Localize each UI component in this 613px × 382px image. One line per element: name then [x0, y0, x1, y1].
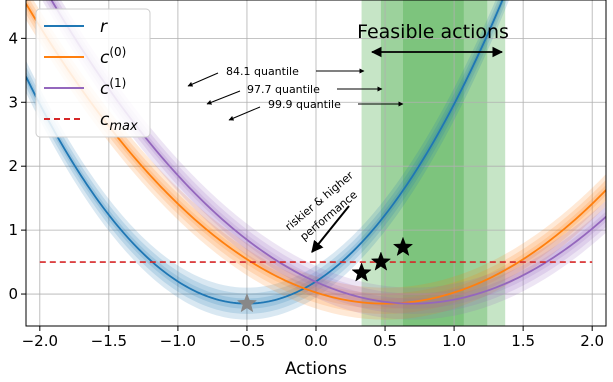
quantile-pointer-999 — [228, 106, 261, 121]
star-marker-0 — [236, 292, 258, 313]
star-marker-3 — [392, 236, 414, 257]
quantile-annotations: 84.1 quantile 97.7 quantile 99.9 quantil… — [187, 65, 404, 121]
axis-ticks: −2.0 −1.5 −1.0 −0.5 0.0 0.5 1.0 1.5 2.0 0 1 2 3 4 — [8, 29, 604, 350]
y-tick-label-4: 4 — [8, 29, 18, 47]
x-tick-label-8: 2.0 — [580, 332, 604, 350]
risk-arrow — [311, 205, 350, 253]
x-tick-label-6: 1.0 — [442, 332, 466, 350]
quantile-label-84: 84.1 quantile — [226, 65, 299, 78]
x-tick-label-1: −1.5 — [91, 332, 127, 350]
band-c(1)-1 — [45, 0, 606, 314]
legend-box — [35, 8, 151, 138]
star-marker-2 — [370, 251, 392, 271]
quantile-pointer-977 — [206, 90, 241, 105]
band-c(0)-1 — [26, 0, 606, 314]
y-tick-label-3: 3 — [8, 93, 18, 111]
legend-label-0: r — [100, 17, 108, 37]
x-tick-label-2: −1.0 — [160, 332, 196, 350]
quantile-label-977: 97.7 quantile — [247, 83, 320, 96]
quantile-pointer-84 — [187, 72, 219, 87]
x-tick-label-5: 0.5 — [373, 332, 397, 350]
x-axis-title: Actions — [285, 359, 347, 379]
series-line-1 — [26, 3, 606, 305]
legend-label-1: c(0) — [100, 45, 126, 68]
risk-annotation: riskier & higher performance — [283, 168, 360, 253]
feasible-title: Feasible actions — [357, 21, 509, 43]
star-marker-1 — [351, 262, 372, 282]
legend: r c(0) c(1) cmax — [35, 8, 151, 138]
x-tick-label-7: 1.5 — [511, 332, 535, 350]
x-tick-label-4: 0.0 — [304, 332, 328, 350]
feasible-annotation: Feasible actions — [357, 21, 509, 58]
optimal-action-stars — [236, 236, 414, 313]
y-tick-label-1: 1 — [8, 221, 18, 239]
y-tick-label-2: 2 — [8, 157, 18, 175]
band-c(0)-0 — [26, 0, 606, 320]
band-c(1)-0 — [42, 0, 606, 320]
x-tick-label-3: −0.5 — [229, 332, 265, 350]
legend-label-3: cmax — [100, 110, 138, 134]
legend-label-2: c(1) — [100, 76, 126, 99]
x-tick-label-0: −2.0 — [22, 332, 58, 350]
quantile-label-999: 99.9 quantile — [268, 98, 341, 111]
y-tick-label-0: 0 — [8, 285, 18, 303]
